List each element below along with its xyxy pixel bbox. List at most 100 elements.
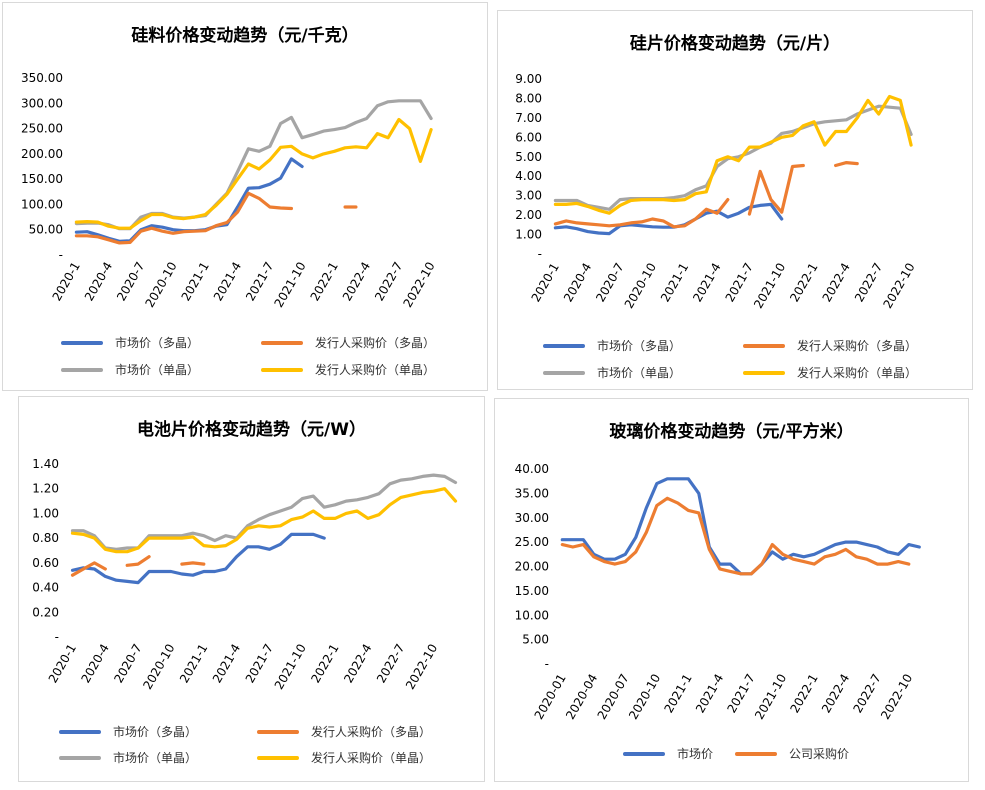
y-tick-label: 1.00 — [32, 506, 59, 520]
legend-swatch — [261, 367, 303, 372]
x-tick-label: 2020-10 — [143, 260, 180, 310]
x-tick-label: 2021-7 — [723, 261, 756, 305]
series-line — [74, 117, 433, 230]
legend-item: 发行人采购价（单晶） — [743, 364, 917, 381]
x-tick-label: 2021-1 — [177, 642, 210, 686]
legend-label: 发行人采购价（单晶） — [311, 751, 432, 765]
legend-item: 市场价（单晶） — [61, 361, 199, 378]
legend-swatch — [743, 370, 785, 375]
chart-panel-cell: 电池片价格变动趋势（元/W） - 0.20 0.40 0.60 0.80 1.00 1.20… — [18, 396, 485, 782]
series-line — [70, 532, 326, 585]
y-tick-label: 15.00 — [515, 584, 549, 598]
chart-title: 硅片价格变动趋势（元/片） — [629, 34, 841, 54]
y-tick-label: 30.00 — [515, 511, 549, 525]
y-tick-label: 5.00 — [515, 150, 542, 164]
chart-title: 电池片价格变动趋势（元/W） — [137, 420, 366, 440]
y-tick-label: 6.00 — [515, 130, 542, 144]
series-line — [70, 487, 458, 554]
x-tick-label: 2022-1 — [787, 672, 820, 716]
y-tick-label: 50.00 — [29, 223, 63, 237]
y-tick-label: 1.00 — [515, 228, 542, 242]
y-tick-label: 20.00 — [515, 560, 549, 574]
y-tick-label: 250.00 — [21, 122, 63, 136]
y-tick-label: 300.00 — [21, 96, 63, 110]
y-tick-label: - — [55, 630, 59, 644]
chart-panel-silicon-material: 硅料价格变动趋势（元/千克） - 50.00 100.00 150.00 200.00 2… — [2, 2, 488, 391]
x-tick-label: 2020-4 — [79, 642, 112, 686]
x-tick-label: 2020-4 — [82, 260, 115, 304]
series-line — [553, 202, 784, 236]
legend-label: 公司采购价 — [789, 747, 850, 761]
series-line — [74, 157, 304, 243]
x-tick-label: 2021-4 — [690, 261, 723, 305]
legend-label: 市场价 — [677, 747, 714, 761]
x-tick-label: 2021-7 — [243, 642, 276, 686]
x-tick-label: 2022-10 — [401, 260, 438, 310]
series-line — [70, 473, 458, 551]
series-line — [560, 496, 911, 576]
series-line — [180, 561, 206, 566]
x-tick-label: 2021-10 — [272, 260, 309, 310]
x-tick-label: 2022-4 — [819, 672, 852, 716]
y-tick-label: - — [538, 247, 542, 261]
x-tick-label: 2022-1 — [787, 261, 820, 305]
legend-swatch — [61, 340, 103, 345]
chart-plot: - 5.00 10.00 15.00 20.00 25.00 30.00 35.00 40.00… — [515, 462, 921, 722]
y-tick-label: 100.00 — [21, 197, 63, 211]
legend-label: 市场价（多晶） — [597, 339, 682, 353]
x-tick-label: 2021-1 — [658, 261, 691, 305]
x-tick-label: 2020-1 — [50, 260, 83, 304]
x-tick-label: 2022-10 — [878, 672, 915, 722]
chart-plot: - 50.00 100.00 150.00 200.00 250.00 300.00 350.… — [21, 71, 438, 310]
x-tick-label: 2021-10 — [751, 261, 788, 311]
legend-item: 市场价（单晶） — [543, 364, 681, 381]
series-line — [553, 198, 730, 229]
legend-item: 市场价（多晶） — [61, 334, 199, 351]
legend-item: 发行人采购价（多晶） — [261, 334, 435, 351]
y-tick-label: 200.00 — [21, 147, 63, 161]
x-tick-label: 2021-4 — [210, 642, 243, 686]
x-tick-label: 2020-1 — [529, 261, 562, 305]
y-tick-label: 1.20 — [32, 482, 59, 496]
x-tick-label: 2022-4 — [341, 642, 374, 686]
y-tick-label: 10.00 — [515, 608, 549, 622]
legend-item: 市场价（多晶） — [59, 723, 197, 740]
y-tick-label: 5.00 — [522, 633, 549, 647]
legend-item: 市场价 — [623, 745, 713, 762]
y-tick-label: 4.00 — [515, 169, 542, 183]
legend-swatch — [59, 755, 101, 760]
x-tick-label: 2020-10 — [622, 261, 659, 311]
x-tick-label: 2020-4 — [561, 261, 594, 305]
chart-title: 玻璃价格变动趋势（元/平方米） — [609, 422, 854, 442]
legend-swatch — [543, 370, 585, 375]
series-line — [70, 561, 107, 577]
legend-swatch — [743, 343, 785, 348]
x-tick-label: 2022-4 — [820, 261, 853, 305]
series-line — [125, 555, 151, 567]
legend-item: 公司采购价 — [735, 745, 849, 762]
x-tick-label: 2021-4 — [211, 260, 244, 304]
x-tick-label: 2021-1 — [179, 260, 212, 304]
legend-label: 发行人采购价（多晶） — [797, 339, 918, 353]
y-tick-label: 1.40 — [32, 457, 59, 471]
legend-item: 发行人采购价（单晶） — [257, 749, 431, 766]
x-tick-label: 2021-4 — [693, 672, 726, 716]
y-tick-label: 7.00 — [515, 111, 542, 125]
y-tick-label: 40.00 — [515, 462, 549, 476]
chart-title: 硅料价格变动趋势（元/千克） — [131, 26, 359, 46]
x-tick-label: 2022-4 — [340, 260, 373, 304]
legend-label: 发行人采购价（多晶） — [311, 725, 432, 739]
y-tick-label: 8.00 — [515, 91, 542, 105]
legend-label: 市场价（多晶） — [113, 725, 198, 739]
y-tick-label: - — [59, 248, 63, 262]
series-line — [747, 163, 805, 216]
y-tick-label: 35.00 — [515, 486, 549, 500]
y-tick-label: 3.00 — [515, 189, 542, 203]
chart-plot: - 1.00 2.00 3.00 4.00 5.00 6.00 7.00 8.00 9.00 202… — [515, 72, 917, 311]
x-tick-label: 2020-7 — [114, 260, 147, 304]
series-line — [834, 161, 859, 168]
chart-panel-glass: 玻璃价格变动趋势（元/平方米） - 5.00 10.00 15.00 20.00 25.0… — [494, 398, 969, 782]
series-line — [553, 94, 913, 215]
x-tick-label: 2020-1 — [46, 642, 79, 686]
x-tick-label: 2022-7 — [852, 261, 885, 305]
